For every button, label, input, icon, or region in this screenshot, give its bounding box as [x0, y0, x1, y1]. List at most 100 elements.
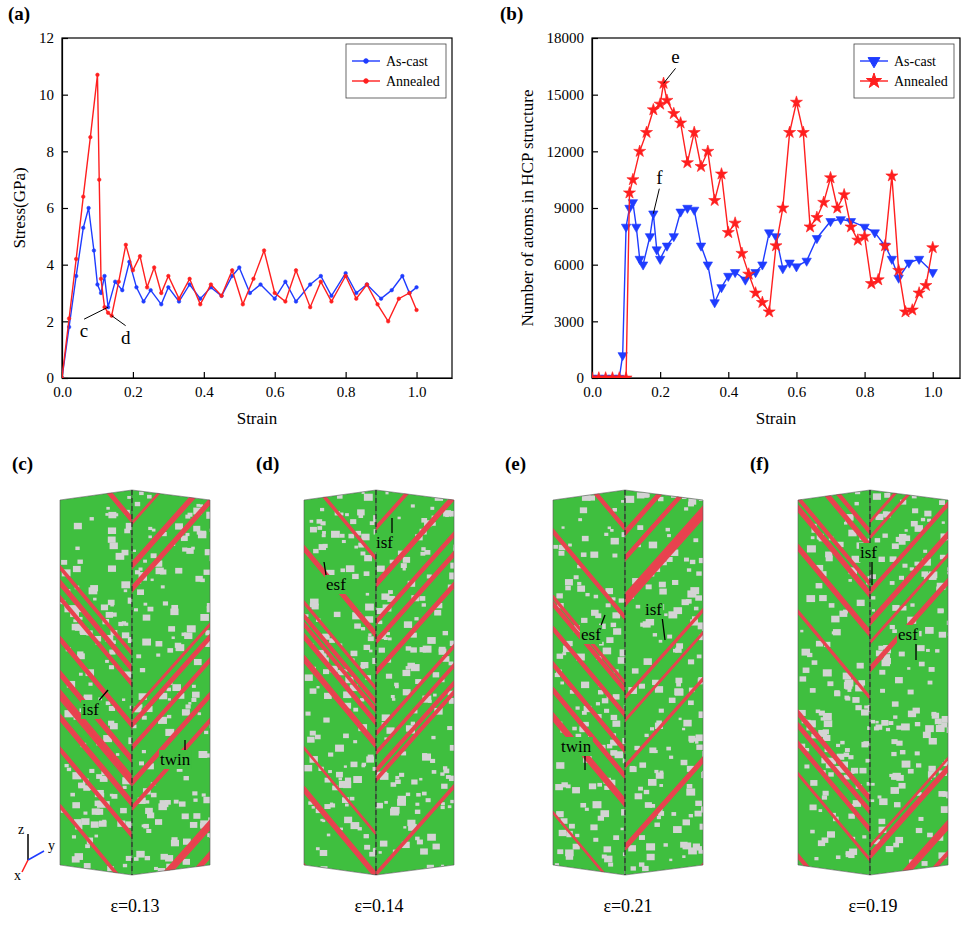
disordered-atoms [667, 534, 671, 537]
disordered-atoms [876, 724, 883, 729]
disordered-atoms [417, 840, 423, 845]
stacking-fault [860, 747, 958, 857]
disordered-atoms [139, 567, 143, 570]
tick-mark [62, 95, 68, 96]
disordered-atoms [860, 768, 867, 774]
disordered-atoms [845, 697, 850, 701]
stacking-fault [294, 778, 386, 888]
disordered-atoms [386, 674, 392, 679]
disordered-atoms [133, 550, 136, 552]
disordered-atoms [654, 750, 658, 753]
data-point [106, 311, 110, 315]
data-point [928, 270, 937, 278]
disordered-atoms [388, 590, 393, 594]
disordered-atoms [369, 852, 375, 857]
data-point [188, 277, 192, 281]
data-point [159, 303, 163, 307]
disordered-atoms [653, 633, 657, 636]
disordered-atoms [881, 720, 888, 726]
disordered-atoms [414, 617, 418, 620]
disordered-atoms [134, 857, 139, 861]
data-point [390, 288, 394, 292]
disordered-atoms [895, 837, 903, 843]
tick-mark [592, 321, 598, 322]
data-point [198, 303, 202, 307]
disordered-atoms [368, 636, 374, 641]
stacking-fault [366, 429, 464, 539]
disordered-atoms [669, 859, 672, 861]
disordered-atoms [171, 837, 177, 842]
disordered-atoms [646, 584, 652, 589]
disordered-atoms [896, 726, 901, 730]
data-point [696, 243, 705, 251]
disordered-atoms [205, 630, 211, 635]
tick: 0.6 [266, 372, 285, 400]
data-group [592, 77, 939, 378]
stacking-fault [366, 485, 464, 595]
disordered-atoms [636, 605, 641, 609]
disordered-atoms [659, 709, 664, 713]
data-point [408, 291, 412, 295]
disordered-atoms [861, 709, 869, 715]
tick: 0.0 [53, 372, 72, 400]
disordered-atoms [630, 766, 635, 770]
defect-label-group: esf [580, 615, 605, 644]
disordered-atoms [604, 846, 612, 852]
disordered-atoms [840, 741, 844, 745]
disordered-atoms [167, 715, 171, 718]
stacking-fault [543, 801, 635, 911]
disordered-atoms [123, 864, 127, 867]
disordered-atoms [305, 712, 310, 716]
stacking-fault [122, 467, 220, 577]
disordered-atoms [385, 492, 388, 494]
label-patch [325, 575, 347, 594]
tick-label: 0.4 [719, 384, 738, 400]
tick: 2 [47, 314, 69, 330]
disordered-atoms [384, 637, 388, 640]
disordered-atoms [556, 593, 562, 598]
disordered-atoms [134, 608, 138, 611]
triad-label: y [48, 838, 55, 853]
tick-mark [62, 321, 68, 322]
disordered-atoms [72, 835, 76, 838]
data-point [67, 317, 71, 321]
tick: 6 [47, 200, 69, 216]
data-point [259, 283, 263, 287]
label-patch [159, 750, 192, 769]
disordered-atoms [608, 526, 611, 529]
tick-label: 9000 [554, 200, 584, 216]
stacking-fault [366, 486, 464, 596]
disordered-atoms [613, 835, 619, 840]
data-point [802, 258, 811, 266]
tick-mark [592, 95, 598, 96]
data-point [152, 266, 156, 270]
face-outline [132, 490, 210, 875]
disordered-atoms [619, 598, 624, 602]
tick-mark [62, 208, 68, 209]
tick: 1.0 [924, 372, 943, 400]
tick: 8 [47, 144, 69, 160]
disordered-atoms [848, 579, 851, 582]
disordered-atoms [406, 666, 410, 670]
disordered-atoms [907, 667, 910, 670]
tick-label: 0.8 [856, 384, 875, 400]
disordered-atoms [404, 621, 412, 628]
data-point [730, 270, 739, 278]
disordered-atoms [819, 595, 827, 601]
disordered-atoms [379, 648, 385, 653]
disordered-atoms [911, 521, 918, 527]
stacking-fault [543, 652, 635, 762]
annotation: d [121, 327, 131, 348]
disordered-atoms [912, 495, 917, 499]
disordered-atoms [432, 770, 437, 774]
disordered-atoms [394, 683, 399, 687]
disordered-atoms [910, 603, 914, 606]
data-point [645, 234, 654, 242]
annotation: e [671, 46, 679, 67]
disordered-atoms [322, 531, 326, 534]
disordered-atoms [700, 824, 708, 830]
stacking-fault [366, 574, 464, 684]
stacking-fault [50, 794, 142, 904]
annotation-arrow [84, 307, 108, 319]
disordered-atoms [74, 523, 82, 529]
